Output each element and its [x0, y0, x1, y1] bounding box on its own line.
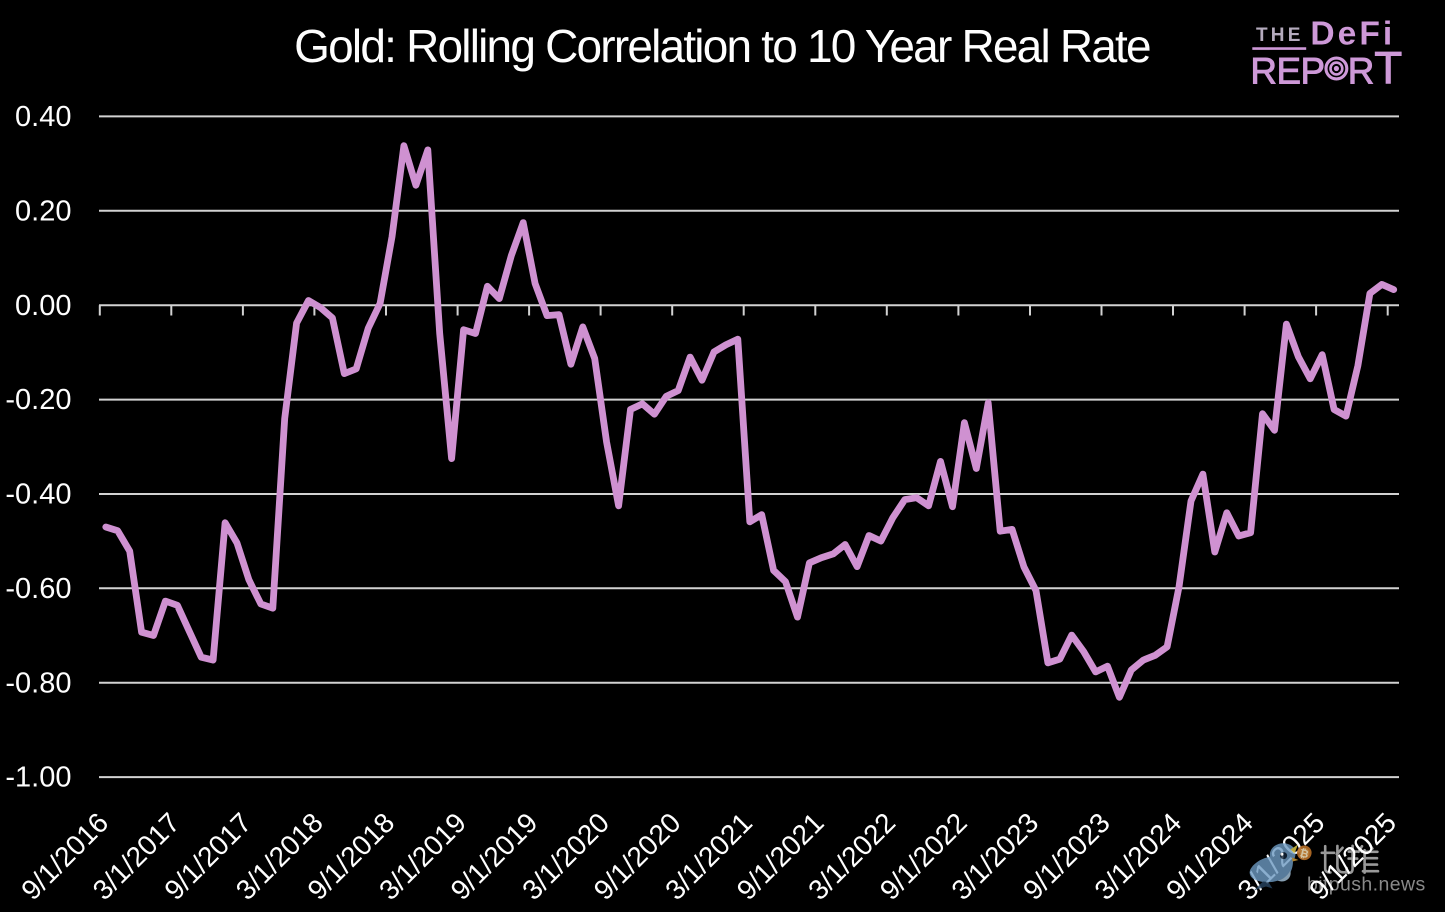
svg-text:0.40: 0.40	[15, 101, 71, 133]
svg-text:T: T	[1374, 42, 1402, 93]
svg-text:-0.60: -0.60	[5, 573, 71, 605]
svg-text:R: R	[1348, 50, 1375, 91]
svg-text:-0.40: -0.40	[5, 479, 71, 511]
svg-text:0.00: 0.00	[15, 290, 71, 322]
svg-text:bitpush.news: bitpush.news	[1307, 874, 1426, 896]
svg-text:0.20: 0.20	[15, 195, 71, 227]
svg-text:-0.20: -0.20	[5, 384, 71, 416]
svg-text:THE: THE	[1256, 25, 1304, 46]
svg-text:-1.00: -1.00	[5, 762, 71, 794]
svg-text:₿: ₿	[1298, 847, 1310, 861]
svg-text:Gold: Rolling Correlation to 1: Gold: Rolling Correlation to 10 Year Rea…	[294, 20, 1150, 72]
svg-text:-0.80: -0.80	[5, 667, 71, 699]
svg-text:DeFi: DeFi	[1310, 16, 1395, 53]
svg-text:REP: REP	[1250, 50, 1324, 91]
